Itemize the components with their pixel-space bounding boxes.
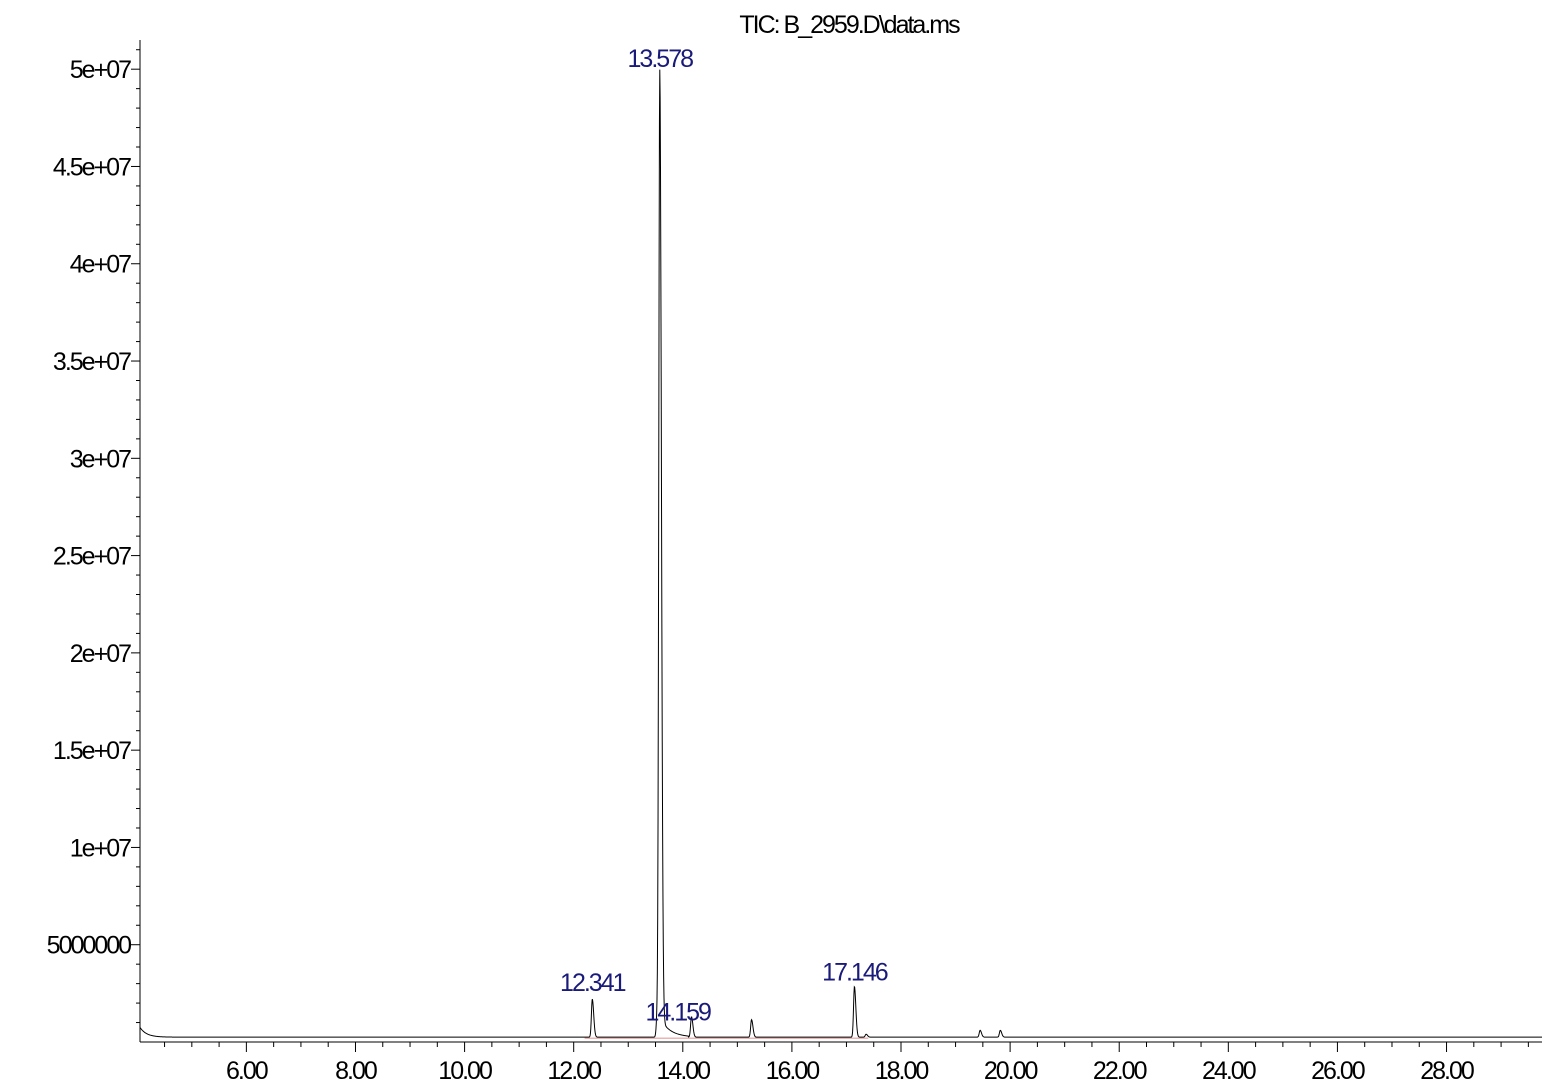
plot-area <box>139 69 1542 1039</box>
y-tick-label: 5000000 <box>47 932 131 960</box>
peak-label: 13.578 <box>628 45 694 73</box>
x-tick-label: 6.00 <box>226 1057 268 1085</box>
y-tick-label: 3.5e+07 <box>53 348 131 376</box>
x-tick-label: 26.00 <box>1311 1057 1365 1085</box>
tic-trace-line <box>139 69 1542 1038</box>
x-tick-label: 12.00 <box>547 1057 601 1085</box>
y-tick-label: 4e+07 <box>70 251 131 279</box>
y-tick-label: 1e+07 <box>70 834 131 862</box>
y-axis: 5000000 1e+07 1.5e+07 2e+07 2.5e+07 3e+07 3.5e… <box>47 40 141 1042</box>
peak-labels: 12.341 13.578 14.159 17.146 <box>560 45 890 1027</box>
peak-label: 17.146 <box>822 959 888 987</box>
y-tick-label: 5e+07 <box>70 56 131 84</box>
x-tick-label: 14.00 <box>657 1057 711 1085</box>
x-tick-label: 16.00 <box>766 1057 820 1085</box>
y-tick-label: 4.5e+07 <box>53 153 131 181</box>
x-tick-label: 24.00 <box>1202 1057 1256 1085</box>
y-tick-label: 2e+07 <box>70 640 131 668</box>
y-tick-label: 1.5e+07 <box>53 737 131 765</box>
x-tick-label: 18.00 <box>875 1057 929 1085</box>
x-axis: 6.00 8.00 10.00 12.00 14.00 16.00 18.00 20.00 22… <box>140 1041 1542 1085</box>
y-tick-label: 2.5e+07 <box>53 543 131 571</box>
y-tick-label: 3e+07 <box>70 445 131 473</box>
x-tick-label: 8.00 <box>335 1057 377 1085</box>
x-tick-label: 10.00 <box>438 1057 492 1085</box>
x-tick-label: 22.00 <box>1093 1057 1147 1085</box>
x-tick-label: 20.00 <box>984 1057 1038 1085</box>
chart-title: TIC: B_2959.D\data.ms <box>739 11 960 39</box>
peak-label: 12.341 <box>560 969 626 997</box>
peak-label: 14.159 <box>645 999 711 1027</box>
x-tick-label: 28.00 <box>1420 1057 1474 1085</box>
